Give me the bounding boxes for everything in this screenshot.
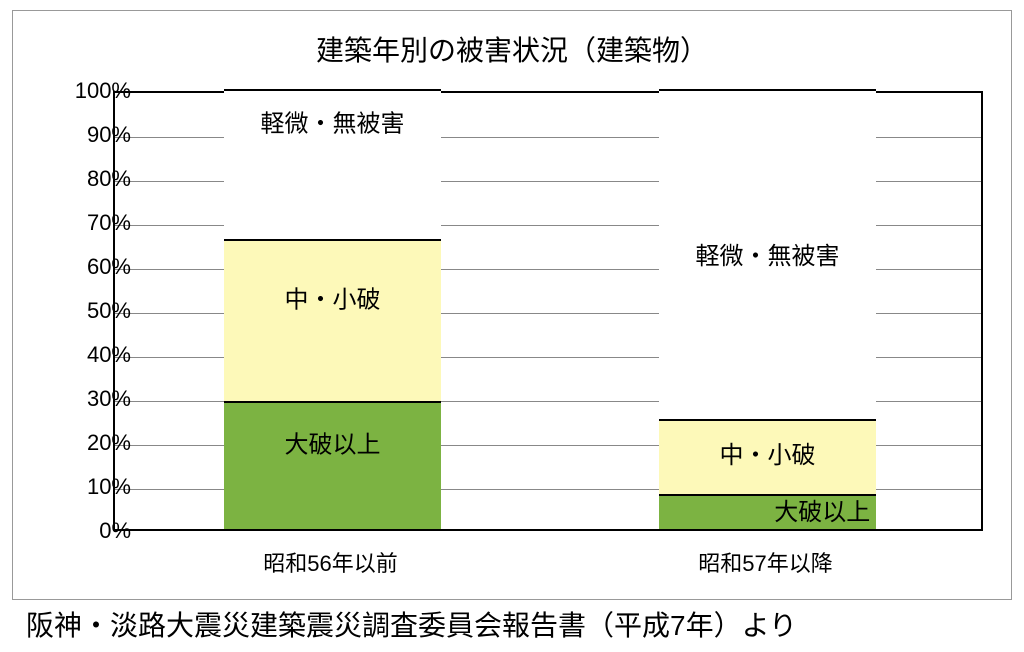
- segment-label: 中・小破: [285, 280, 381, 315]
- ytick-label: 40%: [41, 342, 131, 368]
- bar-segment: [224, 239, 442, 402]
- ytick-label: 70%: [41, 210, 131, 236]
- ytick-label: 0%: [41, 518, 131, 544]
- bar-group: 大破以上 中・小破 軽微・無被害: [659, 93, 877, 529]
- xtick-label: 昭和56年以前: [222, 546, 440, 578]
- ytick-label: 10%: [41, 474, 131, 500]
- chart-container: 建築年別の被害状況（建築物） 大破以上中・小破軽微・無被害大破以上中・小破軽微・…: [12, 10, 1012, 600]
- bar-segment: [224, 401, 442, 529]
- ytick-label: 90%: [41, 122, 131, 148]
- ytick-label: 50%: [41, 298, 131, 324]
- xtick-label: 昭和57年以降: [657, 546, 875, 578]
- segment-label: 軽微・無被害: [261, 104, 405, 139]
- segment-label: 大破以上: [285, 425, 381, 460]
- segment-label: 中・小破: [720, 435, 816, 470]
- bar-group: 大破以上 中・小破 軽微・無被害: [224, 93, 442, 529]
- segment-label: 大破以上: [774, 492, 870, 527]
- source-text: 阪神・淡路大震災建築震災調査委員会報告書（平成7年）より: [26, 604, 797, 644]
- segment-label: 軽微・無被害: [696, 236, 840, 271]
- chart-title: 建築年別の被害状況（建築物）: [13, 29, 1011, 69]
- ytick-label: 30%: [41, 386, 131, 412]
- ytick-label: 60%: [41, 254, 131, 280]
- ytick-label: 80%: [41, 166, 131, 192]
- ytick-label: 20%: [41, 430, 131, 456]
- plot-area: 大破以上中・小破軽微・無被害大破以上中・小破軽微・無被害: [113, 91, 983, 531]
- ytick-label: 100%: [41, 78, 131, 104]
